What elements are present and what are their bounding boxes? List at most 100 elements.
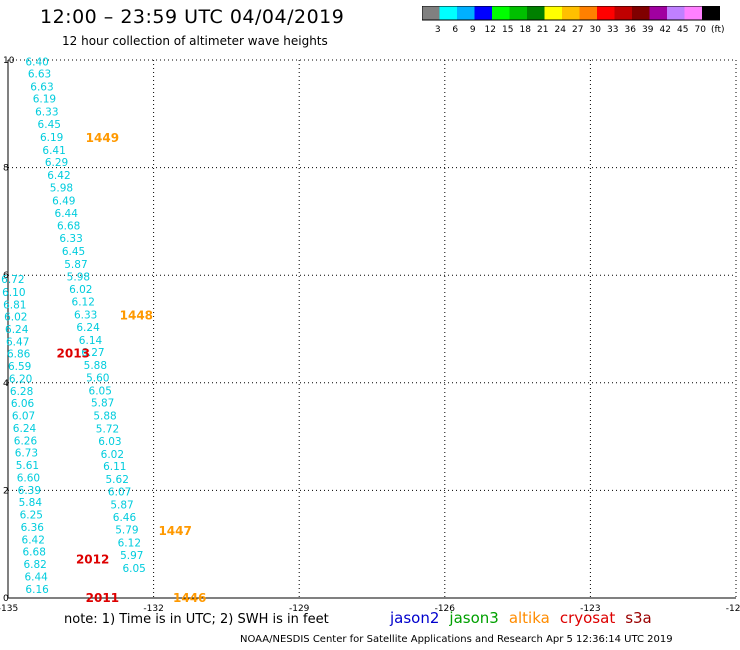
cryosat-point-label: 6.06 xyxy=(11,398,35,410)
altika-point-label: 5.98 xyxy=(67,271,90,283)
altika-point-label: 5.62 xyxy=(106,474,129,486)
altika-point-label: 5.87 xyxy=(64,259,87,271)
colorbar-swatch xyxy=(632,6,650,20)
altika-point-label: 5.98 xyxy=(50,183,73,195)
legend-entry-jason2: jason2 xyxy=(390,609,440,627)
y-tick-label: 4 xyxy=(3,379,9,389)
credit-line: NOAA/NESDIS Center for Satellite Applica… xyxy=(240,634,673,645)
altika-point-label: 6.63 xyxy=(28,68,51,80)
altika-point-label: 6.03 xyxy=(98,436,121,448)
cryosat-point-label: 6.81 xyxy=(3,299,26,311)
legend-entry-jason3: jason3 xyxy=(449,609,499,627)
altika-point-label: 6.45 xyxy=(38,119,61,131)
altika-point-label: 6.12 xyxy=(118,538,141,550)
altika-point-label: 5.72 xyxy=(96,424,119,436)
altika-point-label: 6.07 xyxy=(108,486,131,498)
colorbar-label: 12 xyxy=(485,25,496,35)
y-tick-label: 10 xyxy=(3,56,15,66)
altika-point-label: 6.45 xyxy=(62,246,85,258)
colorbar-label: 18 xyxy=(520,25,532,35)
colorbar-swatch xyxy=(649,6,667,20)
colorbar-label: 33 xyxy=(607,25,618,35)
colorbar-swatch xyxy=(562,6,580,20)
altika-point-label: 6.49 xyxy=(52,195,75,207)
altika-point-label: 6.02 xyxy=(101,449,124,461)
cryosat-point-label: 6.82 xyxy=(23,559,46,571)
colorbar-label: 15 xyxy=(502,25,513,35)
cryosat-point-label: 6.25 xyxy=(20,510,43,522)
x-tick-label: -129 xyxy=(289,604,310,614)
pass-time-label: 1449 xyxy=(86,131,119,145)
altika-point-label: 6.41 xyxy=(42,145,65,157)
colorbar-swatch xyxy=(474,6,492,20)
colorbar-label: 3 xyxy=(435,25,441,35)
color-scale-legend: 3 6 9 12 15 18 21 24 27 30 33 36 39 42 45 70 (ft) xyxy=(422,6,725,35)
colorbar-swatch xyxy=(439,6,457,20)
altika-point-label: 5.88 xyxy=(93,411,116,423)
altika-point-label: 6.40 xyxy=(25,57,48,69)
y-tick-label: 8 xyxy=(3,164,9,174)
altika-point-label: 6.05 xyxy=(89,385,112,397)
cryosat-point-label: 6.72 xyxy=(1,274,24,286)
cryosat-point-label: 6.28 xyxy=(10,386,33,398)
altika-point-label: 6.42 xyxy=(47,170,70,182)
colorbar-swatch xyxy=(457,6,475,20)
colorbar-label: 36 xyxy=(625,25,637,35)
colorbar-label: 45 xyxy=(677,25,688,35)
colorbar-label: 6 xyxy=(452,25,458,35)
altika-point-label: 6.19 xyxy=(40,132,63,144)
cryosat-point-label: 6.10 xyxy=(2,287,25,299)
cryosat-point-label: 6.73 xyxy=(15,448,38,460)
colorbar-label: 70 xyxy=(695,25,707,35)
cryosat-point-label: 6.26 xyxy=(14,435,38,447)
altika-point-label: 6.63 xyxy=(30,81,53,93)
colorbar-label: 39 xyxy=(642,25,654,35)
chart-title: 12:00 – 23:59 UTC 04/04/2019 xyxy=(40,6,345,28)
y-tick-label: 6 xyxy=(3,271,9,281)
altika-point-label: 6.27 xyxy=(81,347,104,359)
altika-point-label: 5.88 xyxy=(84,360,107,372)
colorbar-swatch xyxy=(492,6,510,20)
cryosat-point-label: 6.44 xyxy=(24,571,48,583)
cryosat-point-label: 6.86 xyxy=(7,349,31,361)
altika-point-label: 6.19 xyxy=(33,94,56,106)
cryosat-point-label: 6.20 xyxy=(9,373,32,385)
colorbar-label: 30 xyxy=(590,25,602,35)
cryosat-point-label: 6.68 xyxy=(23,547,46,559)
altika-point-label: 6.12 xyxy=(72,297,95,309)
colorbar-swatch xyxy=(544,6,562,20)
colorbar-swatch xyxy=(597,6,615,20)
cryosat-point-label: 5.61 xyxy=(16,460,39,472)
colorbar-swatch xyxy=(509,6,527,20)
colorbar-label: 42 xyxy=(660,25,671,35)
colorbar-label: 9 xyxy=(470,25,476,35)
cryosat-point-label: 6.24 xyxy=(13,423,37,435)
altika-point-label: 5.79 xyxy=(115,525,138,537)
colorbar-label: 24 xyxy=(555,25,567,35)
y-tick-label: 2 xyxy=(3,486,9,496)
cryosat-point-label: 6.02 xyxy=(4,312,27,324)
cryosat-point-label: 6.42 xyxy=(22,534,45,546)
altika-point-label: 6.02 xyxy=(69,284,92,296)
cryosat-point-label: 6.60 xyxy=(17,472,40,484)
cryosat-point-label: 5.84 xyxy=(19,497,43,509)
altika-point-label: 5.87 xyxy=(110,499,133,511)
colorbar-label: (ft) xyxy=(711,25,725,35)
colorbar-swatch xyxy=(667,6,685,20)
altika-point-label: 6.24 xyxy=(76,322,100,334)
colorbar-label: 27 xyxy=(572,25,583,35)
altika-point-label: 5.60 xyxy=(86,372,109,384)
cryosat-point-label: 6.16 xyxy=(25,584,49,596)
legend-entry-altika: altika xyxy=(508,609,550,627)
units-note: note: 1) Time is in UTC; 2) SWH is in fe… xyxy=(64,612,329,627)
legend-entry-cryosat: cryosat xyxy=(559,609,616,627)
altika-point-label: 6.33 xyxy=(35,107,58,119)
altika-point-label: 6.33 xyxy=(74,309,97,321)
pass-time-label: 2013 xyxy=(57,347,90,361)
altika-point-label: 6.44 xyxy=(55,208,79,220)
cryosat-point-label: 6.07 xyxy=(12,411,35,423)
colorbar-label: 21 xyxy=(537,25,548,35)
x-tick-label: -123 xyxy=(580,604,600,614)
pass-time-label: 1447 xyxy=(158,524,191,538)
